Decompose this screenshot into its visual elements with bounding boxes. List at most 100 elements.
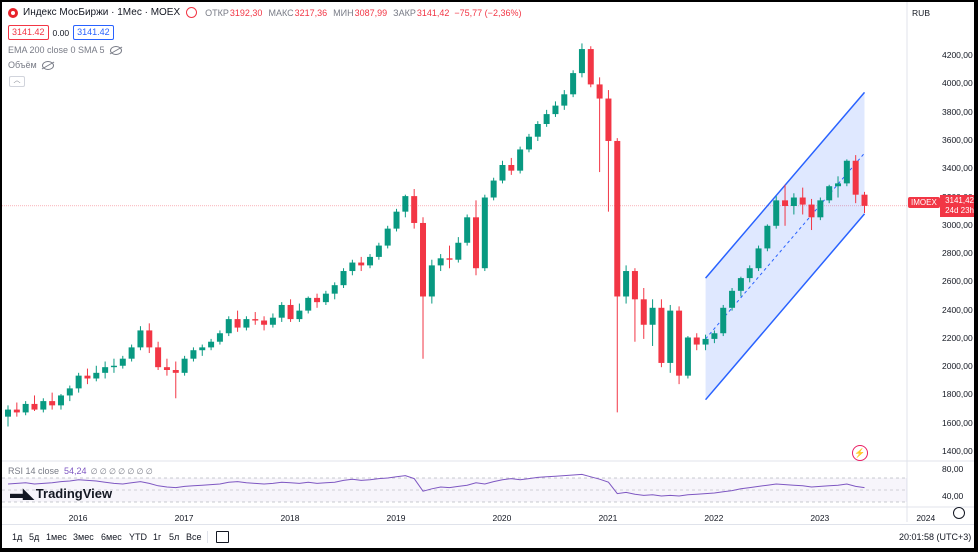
- range-5y[interactable]: 5л: [169, 532, 180, 542]
- currency-label[interactable]: RUB: [912, 8, 930, 18]
- price-tick-label: 2800,00: [942, 248, 973, 259]
- price-tick-label: 2200,00: [942, 332, 973, 343]
- open-label: ОТКР: [205, 7, 229, 18]
- hide-eye-icon[interactable]: [41, 60, 54, 70]
- candle-body: [75, 375, 82, 389]
- rsi-extra-values: ∅ ∅ ∅ ∅ ∅ ∅ ∅: [90, 466, 153, 476]
- bottom-toolbar: 1д 5д 1мес 3мес 6мес YTD 1г 5л Все 20:01…: [2, 524, 974, 548]
- price-tick-label: 4000,00: [942, 78, 973, 89]
- range-ytd[interactable]: YTD: [129, 532, 147, 542]
- clock-display[interactable]: 20:01:58 (UTC+3): [899, 532, 972, 542]
- range-6m[interactable]: 6мес: [101, 532, 122, 542]
- candle-body: [234, 319, 241, 328]
- candle-body: [199, 347, 206, 351]
- sell-button[interactable]: 3141.42: [8, 25, 49, 40]
- candle-body: [128, 347, 135, 359]
- rsi-label: RSI 14 close: [8, 466, 60, 476]
- candle-body: [172, 370, 179, 373]
- tradingview-logo[interactable]: ▬◣ TradingView: [10, 485, 112, 502]
- candle-body: [790, 197, 797, 206]
- price-tick-label: 1600,00: [942, 417, 973, 428]
- candle-body: [340, 271, 347, 286]
- ema-label: EMA 200 close 0 SMA 5: [8, 45, 105, 55]
- candle-body: [163, 367, 170, 370]
- low-label: МИН: [333, 7, 354, 18]
- candle-body: [596, 84, 603, 99]
- time-tick-label: 2018: [280, 513, 300, 523]
- candle-body: [472, 217, 479, 269]
- price-tick-label: 2000,00: [942, 361, 973, 372]
- candle-body: [455, 242, 462, 260]
- price-tick-label: 2400,00: [942, 304, 973, 315]
- candle-body: [261, 320, 268, 325]
- time-tick-label: 2024: [916, 513, 936, 523]
- candle-body: [640, 299, 647, 325]
- candle-body: [464, 217, 471, 243]
- candle-body: [658, 307, 665, 363]
- range-3m[interactable]: 3мес: [73, 532, 94, 542]
- price-tick-label: 2600,00: [942, 276, 973, 287]
- rsi-tick-40: 40,00: [942, 491, 964, 501]
- price-tick-label: 1800,00: [942, 389, 973, 400]
- candle-body: [314, 297, 321, 303]
- settings-gear-icon[interactable]: [953, 507, 965, 519]
- buy-button[interactable]: 3141.42: [73, 25, 114, 40]
- range-5d[interactable]: 5д: [29, 532, 40, 542]
- candle-body: [31, 403, 38, 410]
- candle-body: [181, 358, 188, 373]
- volume-indicator-legend[interactable]: Объём: [8, 60, 54, 70]
- candle-body: [40, 401, 47, 410]
- candle-body: [225, 319, 232, 334]
- symbol-title[interactable]: Индекс МосБиржи · 1Мес · MOEX: [23, 7, 181, 18]
- candle-body: [737, 278, 744, 291]
- bar-countdown: 24d 23h: [945, 206, 974, 215]
- candle-body: [190, 350, 197, 359]
- range-1m[interactable]: 1мес: [46, 532, 67, 542]
- tradingview-logo-text: TradingView: [35, 486, 113, 501]
- candle-body: [420, 222, 427, 297]
- candle-body: [57, 395, 64, 406]
- date-range-icon[interactable]: [216, 531, 229, 543]
- spread-value: 0.00: [52, 27, 70, 38]
- candle-body: [119, 358, 126, 366]
- candle-body: [773, 200, 780, 226]
- candle-body: [693, 337, 700, 345]
- price-tick-label: 3800,00: [942, 106, 973, 117]
- ema-indicator-legend[interactable]: EMA 200 close 0 SMA 5: [8, 45, 122, 55]
- close-label: ЗАКР: [393, 7, 416, 18]
- candle-body: [587, 49, 594, 85]
- hide-eye-icon[interactable]: [109, 45, 122, 55]
- collapse-legend-icon[interactable]: ︿: [9, 76, 25, 87]
- candle-body: [561, 94, 568, 106]
- time-tick-label: 2021: [598, 513, 618, 523]
- symbol-legend: Индекс МосБиржи · 1Мес · MOEX ОТКР 3192,3…: [8, 7, 521, 18]
- market-status-icon[interactable]: [186, 7, 198, 18]
- moex-logo-icon: [8, 7, 18, 18]
- last-price-value: 3141,42: [945, 196, 974, 205]
- candle-body: [358, 262, 365, 266]
- channel-mid-line: [705, 152, 865, 340]
- symbol-tag: IMOEX: [908, 197, 940, 208]
- range-all[interactable]: Все: [186, 532, 202, 542]
- candle-body: [631, 271, 638, 300]
- candle-body: [755, 248, 762, 269]
- rsi-legend[interactable]: RSI 14 close 54,24 ∅ ∅ ∅ ∅ ∅ ∅ ∅: [8, 466, 153, 476]
- range-1d[interactable]: 1д: [12, 532, 23, 542]
- candle-body: [102, 367, 109, 373]
- candle-body: [729, 290, 736, 308]
- candle-body: [843, 160, 850, 184]
- candle-body: [684, 337, 691, 376]
- range-1y[interactable]: 1г: [153, 532, 162, 542]
- candle-body: [799, 197, 806, 205]
- candle-body: [481, 197, 488, 269]
- channel-lower-line: [705, 213, 866, 401]
- alert-lightning-icon[interactable]: ⚡: [852, 445, 868, 461]
- candle-body: [499, 165, 506, 181]
- candle-body: [552, 105, 559, 115]
- candle-body: [5, 409, 11, 417]
- candle-body: [331, 285, 338, 294]
- candle-body: [411, 196, 418, 223]
- candle-body: [667, 310, 674, 363]
- candle-body: [808, 204, 815, 218]
